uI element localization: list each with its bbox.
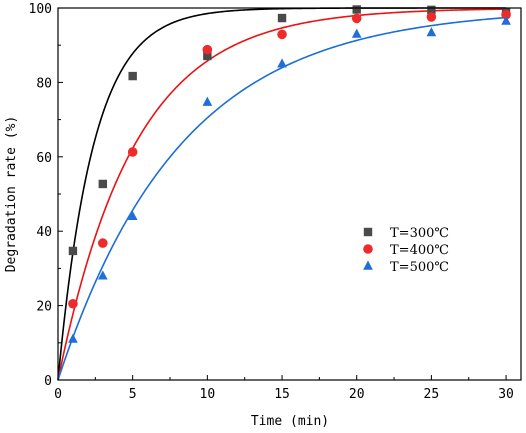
legend-marker-2 <box>363 260 373 270</box>
x-tick-label: 10 <box>200 387 216 402</box>
y-axis-ticks: 0 20 40 60 80 100 <box>29 2 63 389</box>
data-point-series-2 <box>351 28 362 38</box>
data-point-series-0 <box>427 5 436 15</box>
x-tick-label: 0 <box>54 387 62 402</box>
x-axis-ticks: 0 5 10 15 20 25 30 <box>54 375 514 402</box>
y-axis-title: Degradation rate (%) <box>4 116 19 273</box>
x-tick-label: 5 <box>129 387 137 402</box>
legend: T=300℃ T=400℃ T=500℃ <box>363 226 449 275</box>
data-point-series-1 <box>68 298 78 309</box>
data-point-series-0 <box>203 51 212 61</box>
x-tick-label: 25 <box>424 387 440 402</box>
x-tick-label: 20 <box>349 387 365 402</box>
x-axis-title: Time (min) <box>251 414 329 429</box>
y-tick-label: 40 <box>36 225 52 240</box>
fit-curve-series-2 <box>57 16 507 381</box>
data-point-series-1 <box>501 9 511 20</box>
data-points <box>68 5 511 343</box>
data-point-series-0 <box>98 179 108 189</box>
data-point-series-0 <box>352 5 361 14</box>
legend-label-1: T=400℃ <box>390 243 449 258</box>
data-point-series-0 <box>128 71 137 81</box>
data-point-series-2 <box>426 27 437 37</box>
data-point-series-1 <box>351 13 362 24</box>
data-point-series-1 <box>277 29 287 40</box>
legend-marker-0 <box>363 227 373 237</box>
x-tick-label: 30 <box>498 387 514 402</box>
data-point-series-2 <box>202 96 213 106</box>
y-tick-label: 80 <box>36 76 52 91</box>
data-point-series-1 <box>426 12 437 22</box>
legend-label-0: T=300℃ <box>390 226 449 241</box>
data-point-series-2 <box>501 15 511 25</box>
data-point-series-0 <box>277 13 287 23</box>
data-point-series-0 <box>68 246 78 256</box>
data-point-series-1 <box>202 44 213 55</box>
data-point-series-1 <box>98 238 108 248</box>
data-point-series-1 <box>127 147 138 157</box>
y-tick-label: 0 <box>44 374 52 389</box>
legend-marker-1 <box>363 244 373 254</box>
y-tick-label: 60 <box>36 151 52 166</box>
y-tick-label: 100 <box>29 2 52 17</box>
x-tick-label: 15 <box>274 387 290 402</box>
data-point-series-2 <box>68 333 78 343</box>
legend-label-2: T=500℃ <box>390 260 449 275</box>
data-point-series-2 <box>97 270 108 280</box>
data-point-series-2 <box>127 210 138 221</box>
y-tick-label: 20 <box>36 300 52 315</box>
data-point-series-2 <box>277 58 287 68</box>
